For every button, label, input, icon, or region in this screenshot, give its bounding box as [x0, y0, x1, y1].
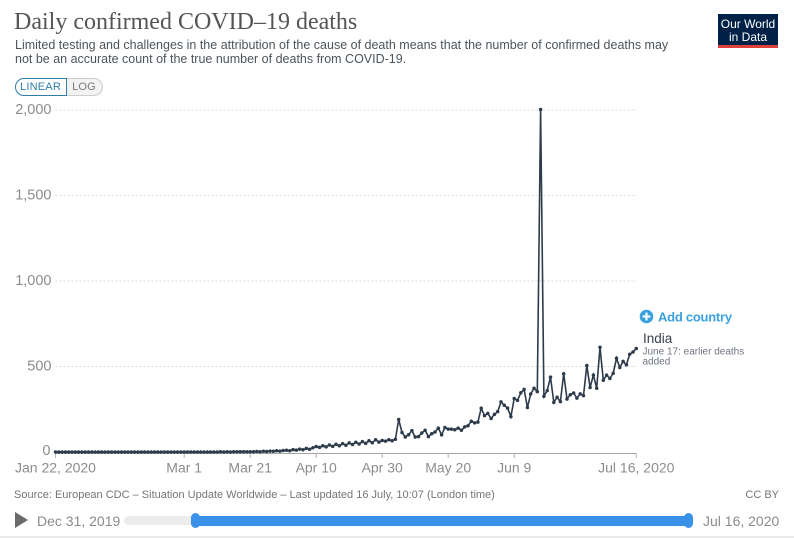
svg-text:Jul 16, 2020: Jul 16, 2020 — [598, 460, 674, 476]
svg-text:2,000: 2,000 — [15, 102, 51, 118]
svg-text:India: India — [643, 331, 673, 346]
svg-text:added: added — [643, 357, 671, 368]
svg-text:1,500: 1,500 — [15, 187, 51, 203]
svg-text:May 20: May 20 — [425, 460, 471, 476]
svg-text:Mar 1: Mar 1 — [166, 460, 202, 476]
svg-text:Apr 10: Apr 10 — [296, 460, 337, 476]
svg-text:Add country: Add country — [658, 309, 733, 324]
svg-text:Jun 9: Jun 9 — [497, 460, 531, 476]
svg-text:Jan 22, 2020: Jan 22, 2020 — [15, 460, 96, 476]
svg-text:500: 500 — [27, 358, 51, 374]
svg-text:June 17: earlier deaths: June 17: earlier deaths — [643, 347, 745, 358]
svg-text:1,000: 1,000 — [15, 273, 51, 289]
svg-text:Apr 30: Apr 30 — [362, 460, 403, 476]
svg-text:Mar 21: Mar 21 — [228, 460, 272, 476]
svg-text:0: 0 — [42, 443, 50, 459]
